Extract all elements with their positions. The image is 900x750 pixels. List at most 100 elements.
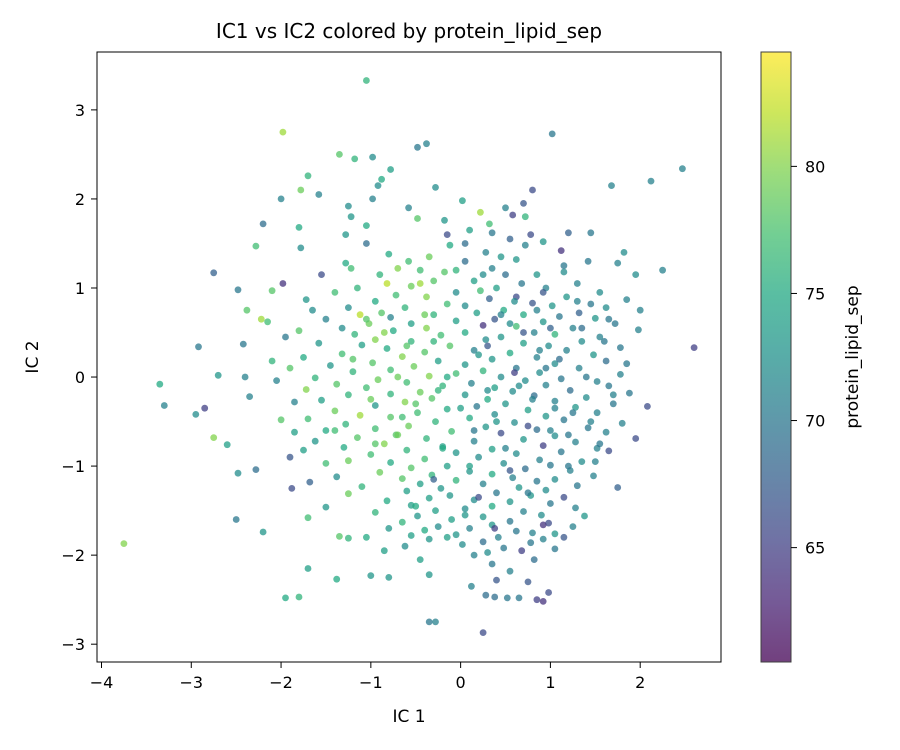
scatter-point — [518, 547, 526, 555]
scatter-point — [539, 238, 547, 246]
scatter-point — [557, 247, 565, 255]
scatter-point — [596, 333, 604, 341]
scatter-point — [371, 297, 379, 305]
scatter-point — [374, 376, 382, 384]
scatter-point — [602, 357, 610, 365]
scatter-point — [494, 533, 502, 541]
scatter-point — [354, 434, 361, 441]
scatter-point — [623, 360, 631, 368]
scatter-point — [520, 311, 527, 319]
scatter-point — [412, 400, 420, 408]
scatter-point — [506, 567, 514, 575]
scatter-point — [600, 338, 608, 345]
scatter-point — [277, 195, 285, 203]
scatter-point — [430, 277, 438, 285]
scatter-point — [376, 468, 384, 476]
scatter-point — [345, 490, 352, 498]
scatter-point — [414, 143, 421, 151]
scatter-point — [347, 265, 355, 272]
colorbar-tick-label: 65 — [805, 539, 825, 558]
scatter-point — [425, 535, 433, 543]
scatter-point — [434, 357, 442, 365]
scatter-point — [548, 302, 556, 310]
scatter-point — [383, 497, 391, 505]
scatter-point — [491, 315, 499, 323]
scatter-point — [239, 340, 247, 348]
scatter-point — [380, 329, 388, 336]
scatter-point — [461, 257, 469, 265]
scatter-point — [575, 309, 583, 317]
scatter-point — [446, 342, 454, 350]
scatter-point — [401, 304, 409, 311]
scatter-point — [439, 444, 447, 452]
scatter-point — [311, 437, 319, 445]
scatter-point — [551, 432, 559, 440]
scatter-point — [318, 396, 325, 404]
scatter-point — [545, 519, 552, 527]
scatter-point — [539, 535, 547, 543]
scatter-point — [503, 594, 511, 602]
scatter-point — [331, 407, 339, 415]
scatter-point — [484, 342, 491, 350]
scatter-point — [557, 375, 565, 383]
scatter-point — [354, 284, 361, 292]
x-tick-label: −1 — [359, 673, 383, 692]
scatter-point — [428, 395, 436, 402]
scatter-point — [551, 530, 559, 538]
scatter-point — [333, 380, 341, 388]
scatter-point — [295, 593, 303, 601]
scatter-point — [572, 403, 579, 411]
scatter-point — [351, 330, 359, 338]
scatter-point — [430, 311, 438, 319]
scatter-point — [512, 527, 520, 535]
scatter-point — [416, 280, 424, 287]
scatter-point — [405, 257, 412, 265]
scatter-point — [347, 213, 355, 221]
colorbar-ticks: 65 70 75 80 — [791, 157, 825, 558]
scatter-point — [336, 533, 343, 540]
scatter-point — [374, 182, 382, 190]
scatter-point — [394, 265, 402, 272]
scatter-point — [425, 372, 433, 380]
scatter-point — [425, 618, 433, 626]
scatter-point — [593, 409, 601, 417]
scatter-point — [497, 373, 505, 381]
scatter-point — [524, 422, 532, 430]
scatter-point — [506, 235, 514, 243]
scatter-point — [563, 346, 570, 354]
scatter-point — [443, 373, 451, 381]
scatter-point — [345, 391, 352, 399]
scatter-point — [488, 229, 496, 237]
scatter-point — [295, 224, 303, 231]
scatter-point — [223, 441, 231, 449]
scatter-point — [533, 477, 541, 485]
scatter-point — [241, 373, 249, 381]
scatter-point — [533, 271, 541, 278]
scatter-point — [572, 438, 579, 446]
scatter-point — [291, 428, 298, 436]
scatter-point — [268, 287, 276, 295]
scatter-point — [120, 540, 128, 547]
scatter-point — [295, 327, 303, 335]
scatter-point — [234, 286, 242, 294]
scatter-point — [605, 382, 613, 390]
scatter-point — [437, 485, 445, 492]
scatter-point — [322, 460, 330, 467]
scatter-point — [243, 306, 251, 314]
scatter-point — [493, 418, 500, 425]
scatter-point — [423, 324, 430, 332]
scatter-point — [566, 387, 574, 394]
scatter-point — [398, 475, 406, 482]
scatter-point — [421, 311, 429, 319]
scatter-point — [452, 449, 460, 457]
scatter-point — [587, 229, 595, 237]
scatter-point — [452, 531, 460, 539]
scatter-point — [527, 231, 535, 239]
scatter-point — [410, 363, 418, 370]
scatter-point — [470, 427, 478, 434]
scatter-point — [304, 415, 312, 423]
scatter-point — [279, 280, 287, 287]
scatter-point — [432, 618, 439, 626]
scatter-point — [232, 516, 240, 523]
scatter-point — [401, 542, 409, 550]
